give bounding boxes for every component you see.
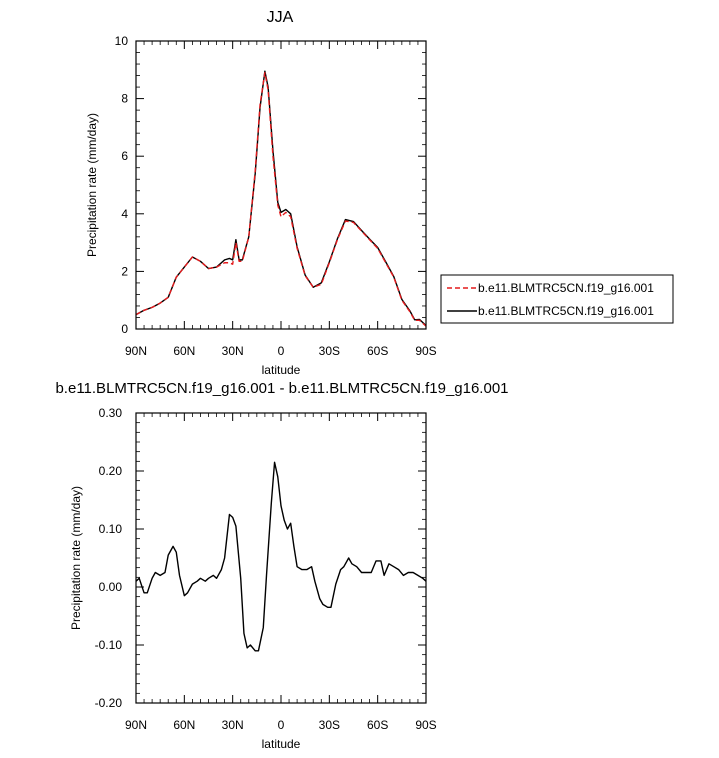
- chart-bottom-x-axis-label: latitude: [262, 737, 301, 751]
- x-tick-label: 30S: [319, 718, 340, 732]
- chart-bottom: b.e11.BLMTRC5CN.f19_g16.001 - b.e11.BLMT…: [55, 380, 508, 751]
- y-tick-label: 2: [121, 264, 128, 278]
- x-tick-label: 60N: [173, 718, 195, 732]
- chart-top-series: [135, 70, 427, 327]
- x-tick-label: 30S: [319, 344, 340, 358]
- chart-top-ticks: 90N 60N 30N 0 30S 60S 90S 0 2 4 6 8 10: [115, 34, 437, 358]
- x-tick-label: 30N: [222, 718, 244, 732]
- x-tick-label: 60N: [173, 344, 195, 358]
- chart-bottom-y-axis-label: Precipitation rate (mm/day): [69, 486, 83, 630]
- chart-top-y-axis-label: Precipitation rate (mm/day): [85, 113, 99, 257]
- y-tick-label: 0.30: [99, 406, 123, 420]
- legend-entry-1: b.e11.BLMTRC5CN.f19_g16.001: [478, 281, 654, 295]
- legend-entry-2: b.e11.BLMTRC5CN.f19_g16.001: [478, 304, 654, 318]
- legend-box: [440, 274, 674, 324]
- chart-bottom-series: [135, 461, 427, 652]
- x-tick-label: 30N: [222, 344, 244, 358]
- y-tick-label: 8: [121, 92, 128, 106]
- series-line-2: [135, 70, 427, 327]
- chart-top-x-axis-label: latitude: [262, 363, 301, 377]
- x-tick-label: 0: [278, 718, 285, 732]
- x-tick-label: 0: [278, 344, 285, 358]
- y-tick-label: 0.00: [99, 580, 123, 594]
- chart-top-legend: b.e11.BLMTRC5CN.f19_g16.001 b.e11.BLMTRC…: [440, 274, 674, 324]
- x-tick-label: 90S: [415, 718, 436, 732]
- chart-top-title: JJA: [267, 9, 294, 26]
- series-line-1: [135, 461, 427, 652]
- x-tick-label: 90S: [415, 344, 436, 358]
- y-tick-label: 0.10: [99, 522, 123, 536]
- x-tick-label: 90N: [125, 718, 147, 732]
- chart-top-frame: [135, 40, 427, 330]
- chart-bottom-title: b.e11.BLMTRC5CN.f19_g16.001 - b.e11.BLMT…: [55, 380, 508, 397]
- x-tick-label: 60S: [367, 718, 388, 732]
- y-tick-label: -0.20: [95, 696, 123, 710]
- y-tick-label: 10: [115, 34, 129, 48]
- x-tick-label: 90N: [125, 344, 147, 358]
- y-tick-label: -0.10: [95, 638, 123, 652]
- series-line-1: [135, 71, 427, 327]
- y-tick-label: 0.20: [99, 464, 123, 478]
- y-tick-label: 0: [121, 322, 128, 336]
- y-tick-label: 6: [121, 149, 128, 163]
- x-tick-label: 60S: [367, 344, 388, 358]
- chart-bottom-ticks: 90N 60N 30N 0 30S 60S 90S -0.20 -0.10 0.00 0.10 0.2…: [95, 406, 437, 732]
- y-tick-label: 4: [121, 207, 128, 221]
- chart-bottom-frame: [135, 412, 427, 704]
